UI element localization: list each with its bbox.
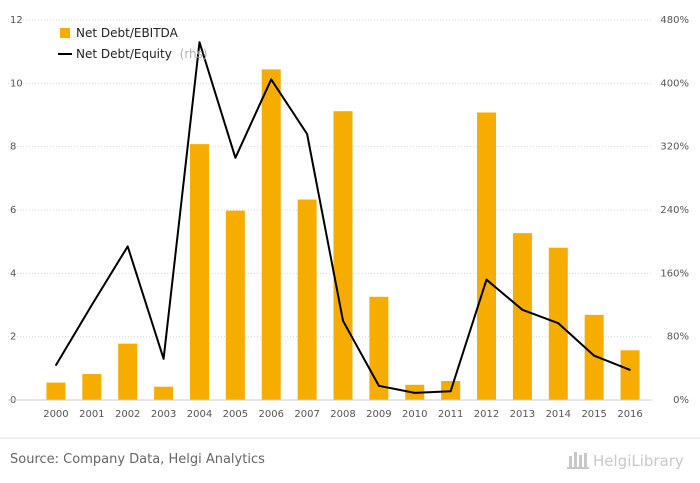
- bar-2009: [369, 296, 389, 400]
- line-point-2015: [593, 354, 595, 357]
- line-point-2006: [270, 78, 273, 81]
- svg-text:Net Debt/Equity (rhs): Net Debt/Equity (rhs): [76, 47, 208, 61]
- line-point-2010: [413, 392, 416, 394]
- legend-label-line: Net Debt/Equity: [76, 47, 172, 61]
- bar-2007: [297, 199, 317, 400]
- line-point-2000: [55, 364, 57, 366]
- bar-2015: [584, 314, 604, 400]
- line-point-2003: [162, 358, 165, 360]
- line-point-2011: [449, 390, 452, 393]
- bar-2005: [225, 210, 245, 400]
- line-point-2009: [378, 384, 380, 387]
- bar-2013: [512, 233, 532, 400]
- x-tick-label: 2010: [402, 409, 427, 420]
- bar-2016: [620, 350, 640, 400]
- source-note: Source: Company Data, Helgi Analytics: [10, 452, 265, 467]
- y-left-tick-label: 4: [10, 268, 16, 279]
- y-left-tick-label: 10: [10, 78, 23, 89]
- bar-2008: [333, 111, 353, 400]
- line-point-2014: [557, 322, 560, 325]
- gridlines: [8, 19, 652, 338]
- line-point-2016: [629, 369, 631, 371]
- x-tick-label: 2015: [581, 409, 606, 420]
- line-point-2007: [306, 133, 308, 135]
- x-tick-label: 2014: [546, 409, 571, 420]
- y-left-tick-label: 6: [10, 205, 16, 216]
- x-tick-label: 2009: [366, 409, 391, 420]
- logo-text: HelgiLibrary: [593, 452, 684, 470]
- x-tick-label: 2011: [438, 409, 463, 420]
- x-tick-label: 2013: [510, 409, 535, 420]
- bar-2003: [154, 386, 174, 400]
- axes: 00%280%4160%6240%8320%10400%12480%200020…: [8, 15, 689, 420]
- line-point-2004: [198, 41, 201, 43]
- x-tick-label: 2003: [151, 409, 176, 420]
- bar-2004: [189, 144, 209, 400]
- y-left-tick-label: 12: [10, 15, 23, 26]
- y-right-tick-label: 240%: [660, 205, 689, 216]
- line-series: [55, 41, 631, 394]
- x-tick-label: 2005: [223, 409, 248, 420]
- y-left-tick-label: 8: [10, 142, 16, 153]
- line-point-2008: [342, 320, 344, 322]
- x-tick-label: 2006: [259, 409, 284, 420]
- bar-2002: [118, 343, 138, 400]
- line-point-2012: [485, 278, 488, 281]
- line-point-2005: [234, 156, 237, 159]
- y-left-tick-label: 2: [10, 332, 16, 343]
- x-tick-label: 2004: [187, 409, 212, 420]
- bar-2001: [82, 374, 102, 400]
- x-tick-label: 2001: [79, 409, 104, 420]
- y-right-tick-label: 320%: [660, 142, 689, 153]
- x-tick-label: 2002: [115, 409, 140, 420]
- y-right-tick-label: 0%: [673, 395, 689, 406]
- x-tick-label: 2008: [330, 409, 355, 420]
- y-right-tick-label: 480%: [660, 15, 689, 26]
- bar-2000: [46, 382, 66, 400]
- bar-series: [46, 69, 640, 401]
- y-right-tick-label: 400%: [660, 78, 689, 89]
- line-point-2002: [126, 245, 129, 248]
- line-point-2013: [521, 308, 524, 311]
- line-point-2001: [91, 304, 93, 306]
- legend-swatch-bar: [60, 28, 70, 38]
- x-tick-label: 2007: [294, 409, 319, 420]
- legend: Net Debt/EBITDA Net Debt/Equity (rhs): [58, 26, 208, 61]
- x-tick-label: 2000: [43, 409, 68, 420]
- y-right-tick-label: 80%: [667, 332, 689, 343]
- bar-2012: [477, 112, 497, 400]
- x-tick-label: 2016: [617, 409, 642, 420]
- legend-label-line-suffix: (rhs): [180, 47, 208, 61]
- legend-label-bar: Net Debt/EBITDA: [76, 26, 179, 40]
- x-tick-label: 2012: [474, 409, 499, 420]
- y-right-tick-label: 160%: [660, 268, 689, 279]
- helgi-logo: HelgiLibrary: [567, 452, 684, 470]
- bar-2006: [261, 69, 281, 401]
- library-books-icon: [567, 452, 589, 469]
- footer: Source: Company Data, Helgi Analytics He…: [0, 437, 700, 470]
